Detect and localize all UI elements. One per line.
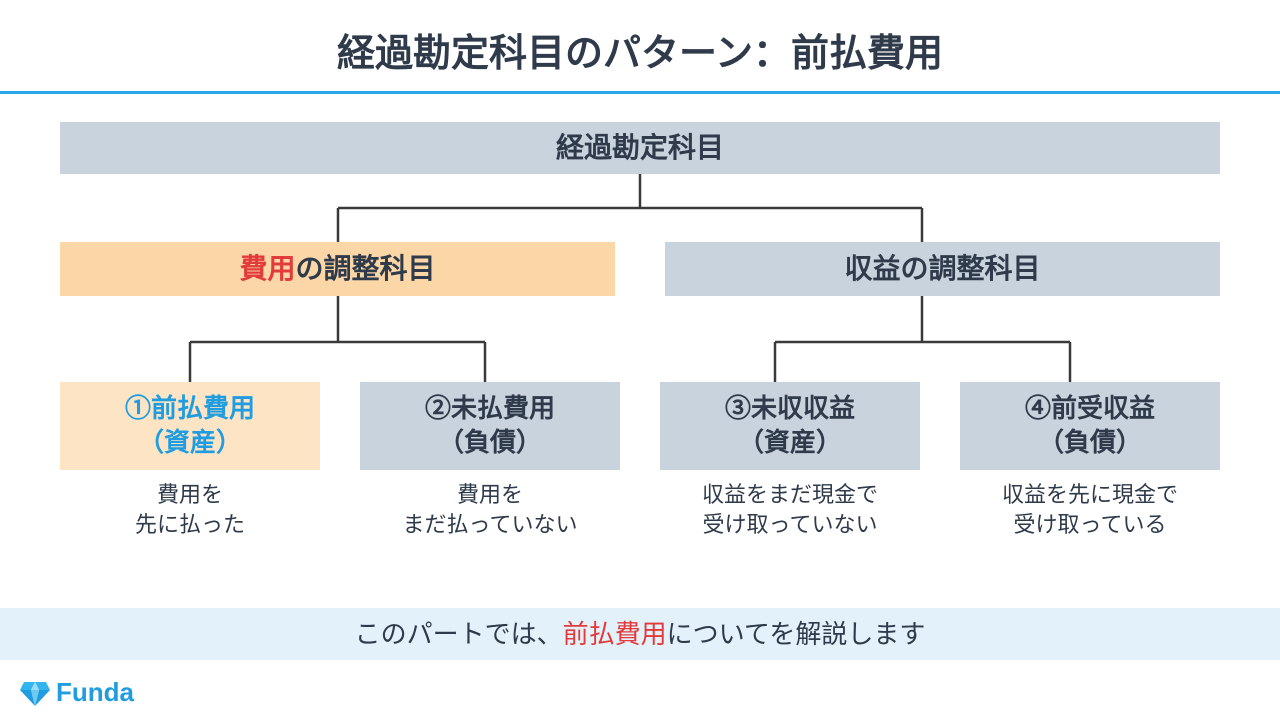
brand-logo: Funda <box>20 677 134 708</box>
banner-before: このパートでは、 <box>355 619 563 649</box>
leaf-line2: （資産） <box>660 426 920 460</box>
leaf-desc-line2: 受け取っている <box>960 510 1220 540</box>
leaf-desc-line2: 先に払った <box>60 510 320 540</box>
category-expense-rest: の調整科目 <box>296 253 436 284</box>
category-expense-highlight: 費用 <box>239 253 295 284</box>
leaf-desc-line1: 費用を <box>60 480 320 510</box>
diamond-icon <box>20 680 50 706</box>
category-row: 費用の調整科目 収益の調整科目 <box>50 242 1230 296</box>
diagram-area: 経過勘定科目 費用の調整科目 収益の調整科目 ①前払費用 （資産） 費用を 先に… <box>0 94 1280 539</box>
category-revenue-rest: 収益の調整科目 <box>844 253 1040 284</box>
leaf-unearned-revenue: ④前受収益 （負債） 収益を先に現金で 受け取っている <box>960 382 1220 539</box>
leaf-desc-accrued-expense: 費用を まだ払っていない <box>360 480 620 539</box>
leaf-desc-line1: 収益をまだ現金で <box>660 480 920 510</box>
leaf-accrued-expense: ②未払費用 （負債） 費用を まだ払っていない <box>360 382 620 539</box>
leaf-desc-line1: 収益を先に現金で <box>960 480 1220 510</box>
leaf-line2: （負債） <box>960 426 1220 460</box>
leaf-box-prepaid-expense: ①前払費用 （資産） <box>60 382 320 470</box>
leaf-desc-line2: 受け取っていない <box>660 510 920 540</box>
leaf-desc-line1: 費用を <box>360 480 620 510</box>
leaf-desc-unearned-revenue: 収益を先に現金で 受け取っている <box>960 480 1220 539</box>
banner-highlight: 前払費用 <box>563 619 667 649</box>
banner-after: についてを解説します <box>667 619 926 649</box>
leaf-prepaid-expense: ①前払費用 （資産） 費用を 先に払った <box>60 382 320 539</box>
category-revenue: 収益の調整科目 <box>665 242 1220 296</box>
leaf-desc-accrued-revenue: 収益をまだ現金で 受け取っていない <box>660 480 920 539</box>
leaf-box-accrued-revenue: ③未収収益 （資産） <box>660 382 920 470</box>
leaf-line1: ③未収収益 <box>660 392 920 426</box>
leaf-line1: ④前受収益 <box>960 392 1220 426</box>
bottom-banner: このパートでは、前払費用についてを解説します <box>0 608 1280 660</box>
leaf-line2: （負債） <box>360 426 620 460</box>
leaf-desc-line2: まだ払っていない <box>360 510 620 540</box>
leaf-box-unearned-revenue: ④前受収益 （負債） <box>960 382 1220 470</box>
root-node: 経過勘定科目 <box>60 122 1220 174</box>
leaf-line1: ②未払費用 <box>360 392 620 426</box>
logo-text: Funda <box>56 677 134 708</box>
leaf-desc-prepaid-expense: 費用を 先に払った <box>60 480 320 539</box>
leaf-accrued-revenue: ③未収収益 （資産） 収益をまだ現金で 受け取っていない <box>660 382 920 539</box>
leaf-row: ①前払費用 （資産） 費用を 先に払った ②未払費用 （負債） 費用を まだ払っ… <box>50 382 1230 539</box>
category-expense: 費用の調整科目 <box>60 242 615 296</box>
leaf-line1: ①前払費用 <box>60 392 320 426</box>
page-title: 経過勘定科目のパターン：前払費用 <box>0 0 1280 91</box>
leaf-line2: （資産） <box>60 426 320 460</box>
leaf-box-accrued-expense: ②未払費用 （負債） <box>360 382 620 470</box>
